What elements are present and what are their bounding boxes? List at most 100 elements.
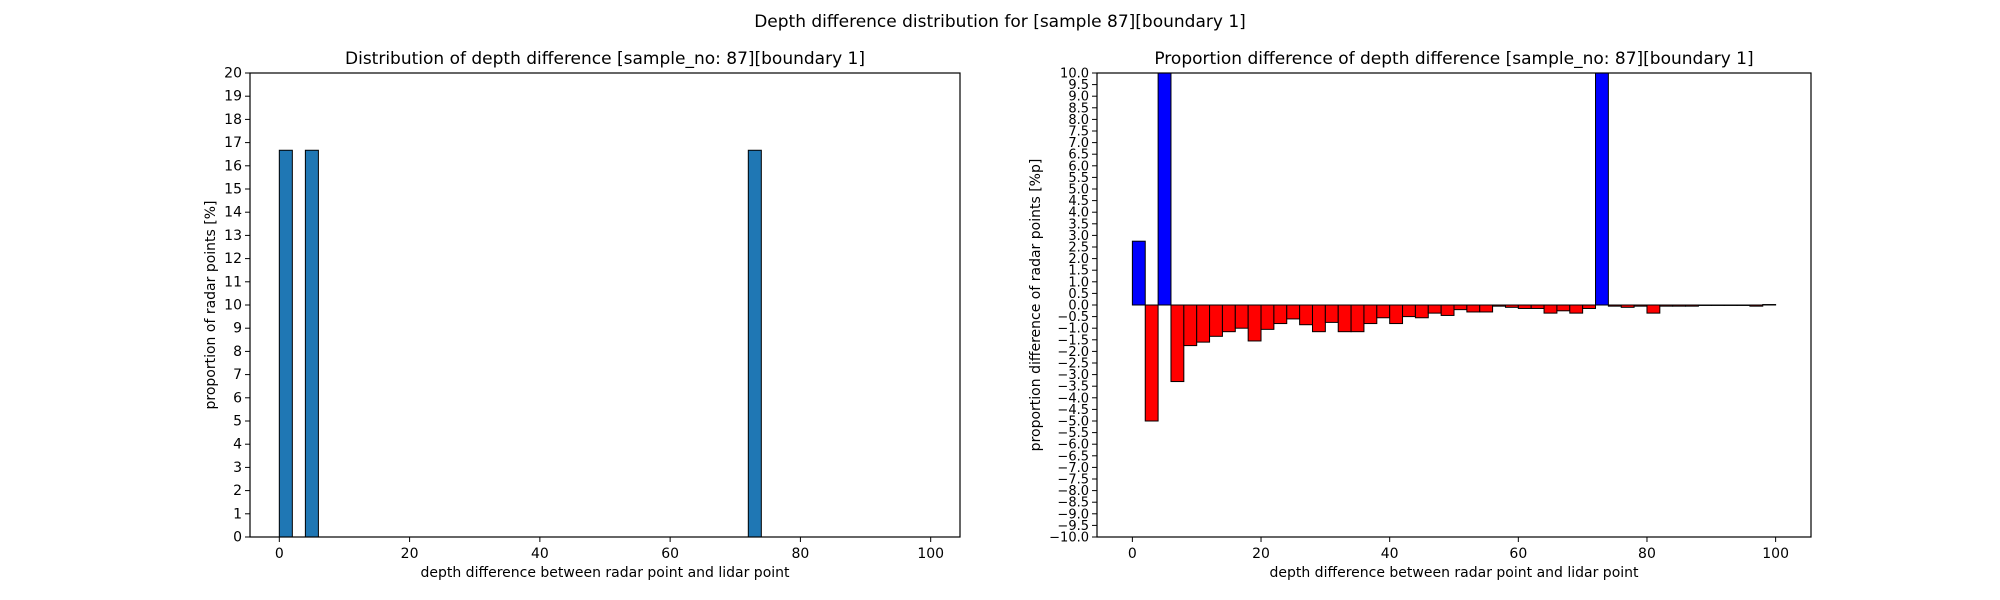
right-bar <box>1183 304 1198 347</box>
right-bar <box>1504 304 1519 308</box>
right-y-tick-label: 0.0 <box>1068 299 1089 314</box>
right-y-tick-label: 2.0 <box>1068 252 1089 267</box>
right-y-tick-label: 1.5 <box>1068 264 1089 279</box>
right-bar <box>1427 304 1442 314</box>
right-y-tick-label: 8.5 <box>1068 101 1089 116</box>
right-bar <box>1414 304 1429 319</box>
right-y-tick-label: 8.0 <box>1068 113 1089 128</box>
left-y-tick-label: 6 <box>233 390 242 406</box>
right-y-tick-label: −4.5 <box>1057 403 1089 418</box>
left-x-axis-label: depth difference between radar point and… <box>420 565 790 581</box>
right-y-tick-label: −4.0 <box>1057 391 1089 406</box>
right-bar <box>1260 304 1275 330</box>
left-y-tick-label: 19 <box>224 89 242 105</box>
right-y-tick-label: 2.5 <box>1068 241 1089 256</box>
figure-suptitle: Depth difference distribution for [sampl… <box>754 12 1246 32</box>
right-y-tick-label: 4.5 <box>1068 194 1089 209</box>
right-bar <box>1620 304 1635 308</box>
right-x-tick-label: 20 <box>1252 546 1270 562</box>
right-chart-title: Proportion difference of depth differenc… <box>1154 49 1753 69</box>
left-y-tick-label: 11 <box>224 274 242 290</box>
left-x-tick-label: 0 <box>275 546 284 562</box>
right-bar <box>1582 304 1597 309</box>
left-x-tick-label: 60 <box>661 546 679 562</box>
right-bar <box>1492 304 1506 307</box>
right-y-tick-label: 3.5 <box>1068 217 1089 232</box>
right-y-tick-label: −0.5 <box>1057 310 1089 325</box>
right-y-tick-label: 10.0 <box>1060 67 1089 82</box>
right-y-tick-label: −5.0 <box>1057 415 1089 430</box>
right-y-tick-label: 5.5 <box>1068 171 1089 186</box>
right-bar <box>1144 304 1159 422</box>
right-bar <box>1363 304 1378 325</box>
left-bar <box>747 149 762 538</box>
right-y-tick-label: −1.5 <box>1057 333 1089 348</box>
right-y-tick-label: −2.5 <box>1057 357 1089 372</box>
right-bar <box>1672 304 1687 307</box>
left-y-tick-label: 10 <box>224 298 242 314</box>
right-y-tick-label: 4.0 <box>1068 206 1089 221</box>
left-y-tick-label: 4 <box>233 437 242 453</box>
right-y-tick-label: 6.0 <box>1068 159 1089 174</box>
right-y-tick-label: −7.5 <box>1057 473 1089 488</box>
right-x-tick-label: 80 <box>1638 546 1656 562</box>
left-bar <box>304 149 319 538</box>
right-bar <box>1196 304 1211 343</box>
right-x-tick-label: 40 <box>1381 546 1399 562</box>
right-bar <box>1466 304 1481 313</box>
left-y-tick-label: 12 <box>224 251 242 267</box>
right-bar <box>1324 304 1339 323</box>
right-bar <box>1646 304 1661 314</box>
right-y-tick-label: 9.5 <box>1068 78 1089 93</box>
right-y-tick-label: 0.5 <box>1068 287 1089 302</box>
left-y-tick-label: 14 <box>224 205 242 221</box>
right-y-tick-label: 7.5 <box>1068 125 1089 140</box>
right-y-axis: −10.0−9.5−9.0−8.5−8.0−7.5−7.0−6.5−6.0−5.… <box>1049 67 1097 546</box>
left-chart-title: Distribution of depth difference [sample… <box>345 49 865 69</box>
right-y-tick-label: −10.0 <box>1049 531 1089 546</box>
right-bar <box>1440 304 1455 316</box>
right-y-tick-label: −8.5 <box>1057 496 1089 511</box>
left-y-tick-label: 15 <box>224 182 242 198</box>
right-bar <box>1517 304 1532 309</box>
left-y-tick-label: 17 <box>224 135 242 151</box>
left-y-tick-label: 8 <box>233 344 242 360</box>
left-x-tick-label: 20 <box>401 546 419 562</box>
right-y-tick-label: −1.0 <box>1057 322 1089 337</box>
right-y-axis-label: proportion difference of radar points [%… <box>1028 159 1044 452</box>
right-x-axis: 0 20 40 60 80 100 <box>1128 537 1789 562</box>
right-bar <box>1286 304 1301 320</box>
right-x-axis-label: depth difference between radar point and… <box>1269 565 1639 581</box>
right-x-tick-label: 100 <box>1762 546 1789 562</box>
left-y-tick-label: 7 <box>233 367 242 383</box>
left-x-tick-label: 100 <box>917 546 944 562</box>
right-bar <box>1234 304 1249 329</box>
right-y-tick-label: −6.5 <box>1057 449 1089 464</box>
right-bar <box>1595 72 1609 306</box>
left-y-tick-label: 13 <box>224 228 242 244</box>
right-y-tick-label: 3.0 <box>1068 229 1089 244</box>
right-bar <box>1607 304 1622 307</box>
right-bar <box>1749 304 1764 307</box>
right-bar <box>1543 304 1558 314</box>
right-y-tick-label: −5.5 <box>1057 426 1089 441</box>
right-y-tick-label: −2.0 <box>1057 345 1089 360</box>
right-bar <box>1131 240 1146 306</box>
right-bar <box>1273 304 1288 325</box>
left-bars <box>278 149 762 538</box>
right-bar <box>1157 72 1172 306</box>
right-y-tick-label: −3.5 <box>1057 380 1089 395</box>
right-bar <box>1337 304 1352 333</box>
right-y-tick-label: −9.0 <box>1057 507 1089 522</box>
left-x-tick-label: 40 <box>531 546 549 562</box>
right-y-tick-label: −9.5 <box>1057 519 1089 534</box>
right-bar <box>1376 304 1391 319</box>
right-bar <box>1453 304 1468 311</box>
right-bar <box>1389 304 1404 325</box>
right-bar <box>1170 304 1185 383</box>
right-x-tick-label: 0 <box>1128 546 1137 562</box>
right-y-tick-label: −7.0 <box>1057 461 1089 476</box>
right-bar <box>1633 304 1648 307</box>
right-y-tick-label: 6.5 <box>1068 148 1089 163</box>
right-bar <box>1209 304 1223 337</box>
